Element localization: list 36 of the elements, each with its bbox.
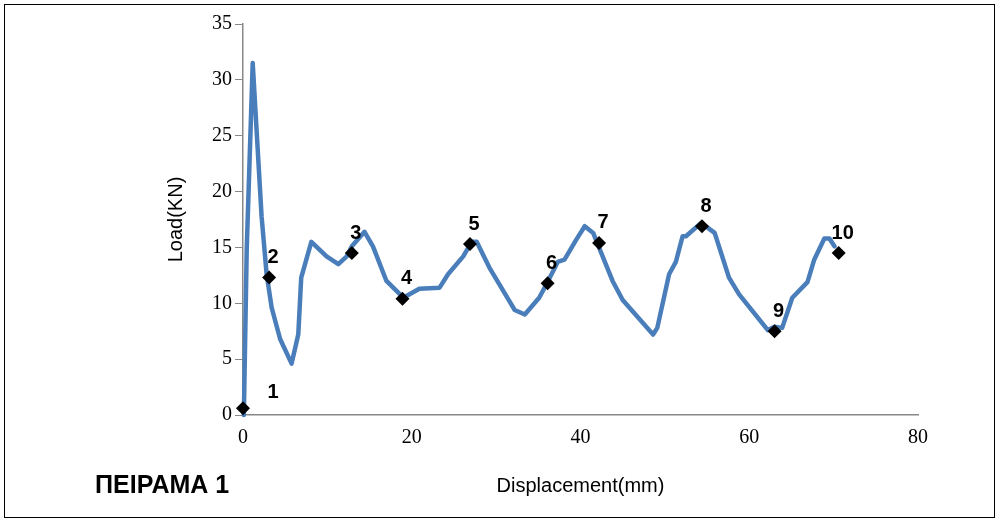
annotation: 8 <box>700 193 712 216</box>
point <box>767 324 782 339</box>
x-tick-label: 40 <box>570 425 591 448</box>
point <box>592 235 607 250</box>
text: ΠΕΙΡΑΜΑ 1 <box>95 470 230 499</box>
y-tick-label: 35 <box>212 11 232 34</box>
x-axis-title: Displacement(mm) <box>496 473 665 496</box>
y-tick-label: 5 <box>222 346 232 369</box>
x-tick-label: 60 <box>739 425 760 448</box>
annotation: 2 <box>267 245 279 268</box>
point <box>344 246 359 261</box>
point <box>831 246 846 261</box>
y-axis-title: Load(KN) <box>163 176 186 263</box>
x-tick-label: 80 <box>908 425 928 448</box>
x-tick-label: 20 <box>401 425 422 448</box>
point <box>695 219 709 234</box>
annotation: 6 <box>546 250 558 273</box>
y-tick-label: 30 <box>212 67 232 90</box>
point <box>462 237 477 252</box>
annotation: 10 <box>831 220 854 243</box>
annotation: 5 <box>468 211 480 234</box>
point <box>540 276 555 291</box>
annotation: 9 <box>773 298 785 321</box>
annotation: 3 <box>350 220 362 243</box>
annotation: 4 <box>400 266 413 289</box>
y-tick-label: 0 <box>222 402 232 425</box>
y-tick-label: 20 <box>212 178 232 201</box>
y-tick-label: 25 <box>212 122 232 145</box>
y-tick-label: 10 <box>212 290 232 313</box>
annotation: 7 <box>597 210 609 233</box>
point <box>236 401 250 416</box>
x-tick-label: 0 <box>238 425 248 448</box>
point <box>395 291 410 306</box>
annotation: 1 <box>267 379 279 402</box>
y-tick-label: 15 <box>212 234 232 257</box>
point <box>262 270 277 285</box>
